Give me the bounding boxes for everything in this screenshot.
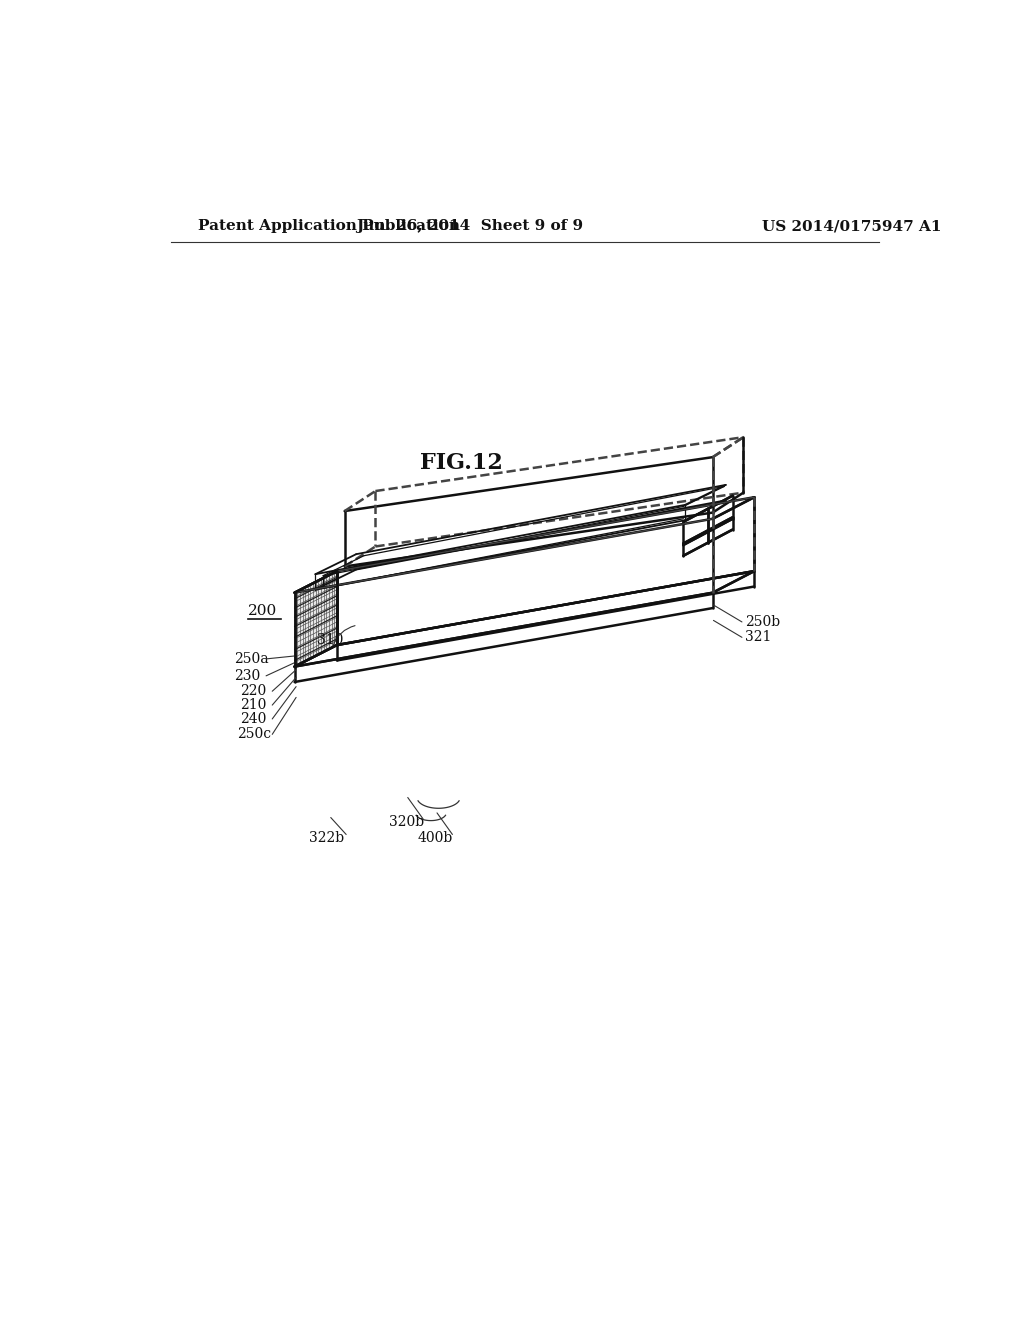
Text: 250a: 250a	[233, 652, 268, 665]
Text: US 2014/0175947 A1: US 2014/0175947 A1	[762, 219, 941, 234]
Polygon shape	[295, 572, 337, 667]
Text: 321: 321	[745, 631, 771, 644]
Text: 310: 310	[316, 634, 343, 647]
Text: Patent Application Publication: Patent Application Publication	[199, 219, 461, 234]
Text: FIG.12: FIG.12	[420, 451, 503, 474]
Text: 210: 210	[240, 698, 266, 711]
Text: 220: 220	[240, 684, 266, 698]
Text: 320b: 320b	[389, 816, 424, 829]
Text: Jun. 26, 2014  Sheet 9 of 9: Jun. 26, 2014 Sheet 9 of 9	[355, 219, 583, 234]
Text: 250c: 250c	[237, 727, 271, 742]
Text: 400b: 400b	[418, 830, 453, 845]
Text: 322b: 322b	[308, 830, 344, 845]
Text: 200: 200	[248, 605, 276, 618]
Text: 230: 230	[233, 669, 260, 682]
Text: 250b: 250b	[745, 615, 780, 628]
Text: 240: 240	[240, 711, 266, 726]
